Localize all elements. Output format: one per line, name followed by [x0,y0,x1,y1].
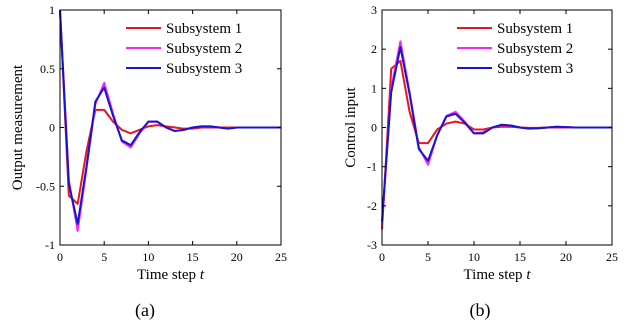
y-tick-label: 1 [371,81,377,95]
y-tick-label: -1 [45,238,55,252]
x-tick-label: 15 [187,250,199,264]
y-tick-label: -0.5 [36,179,55,193]
x-tick-label: 10 [142,250,154,264]
x-tick-label: 0 [57,250,63,264]
x-tick-label: 25 [606,250,618,264]
y-tick-label: 0 [49,121,55,135]
ticks-layer: 0 5 10 15 20 25 -1 -0.5 0 0.5 1 [36,3,287,264]
legend: Subsystem 1 Subsystem 2 Subsystem 3 [126,21,242,77]
x-axis-label: Time step t [137,267,205,283]
y-tick-label: -2 [367,199,377,213]
x-tick-label: 25 [275,250,287,264]
legend-label: Subsystem 1 [166,21,242,37]
y-tick-label: 0 [371,121,377,135]
y-axis-label: Output measurement [10,64,26,190]
x-tick-label: 20 [231,250,243,264]
panel-caption: (a) [135,300,155,321]
legend-label: Subsystem 1 [497,21,573,37]
chart-panel-a: 0 5 10 15 20 25-1-0.500.51 Subsystem 1Subsyst… [10,3,287,321]
y-axis-label: Control input [343,86,359,167]
series-line-3 [381,46,612,222]
series-layer [381,40,612,230]
x-tick-label: 5 [101,250,107,264]
x-tick-label: 0 [379,250,385,264]
series-layer [59,9,281,232]
x-tick-label: 10 [468,250,480,264]
x-axis-label: Time step t [464,267,532,283]
y-tick-label: 0.5 [40,62,55,76]
series-line-3 [59,9,281,225]
y-tick-label: 3 [371,3,377,17]
x-tick-label: 15 [514,250,526,264]
legend-label: Subsystem 3 [166,61,242,77]
y-tick-label: -1 [367,160,377,174]
panel-caption: (b) [470,300,491,321]
legend-label: Subsystem 3 [497,61,573,77]
legend-label: Subsystem 2 [497,41,573,57]
legend: Subsystem 1 Subsystem 2 Subsystem 3 [457,21,573,77]
x-tick-label: 5 [425,250,431,264]
y-tick-label: 2 [371,42,377,56]
y-tick-label: -3 [367,238,377,252]
series-line-1 [59,9,281,205]
series-line-1 [381,59,612,230]
legend-label: Subsystem 2 [166,41,242,57]
ticks-layer: 0 5 10 15 20 25 -3 -2 -1 0 1 2 3 [367,3,618,264]
x-tick-label: 20 [560,250,572,264]
y-tick-label: 1 [49,3,55,17]
